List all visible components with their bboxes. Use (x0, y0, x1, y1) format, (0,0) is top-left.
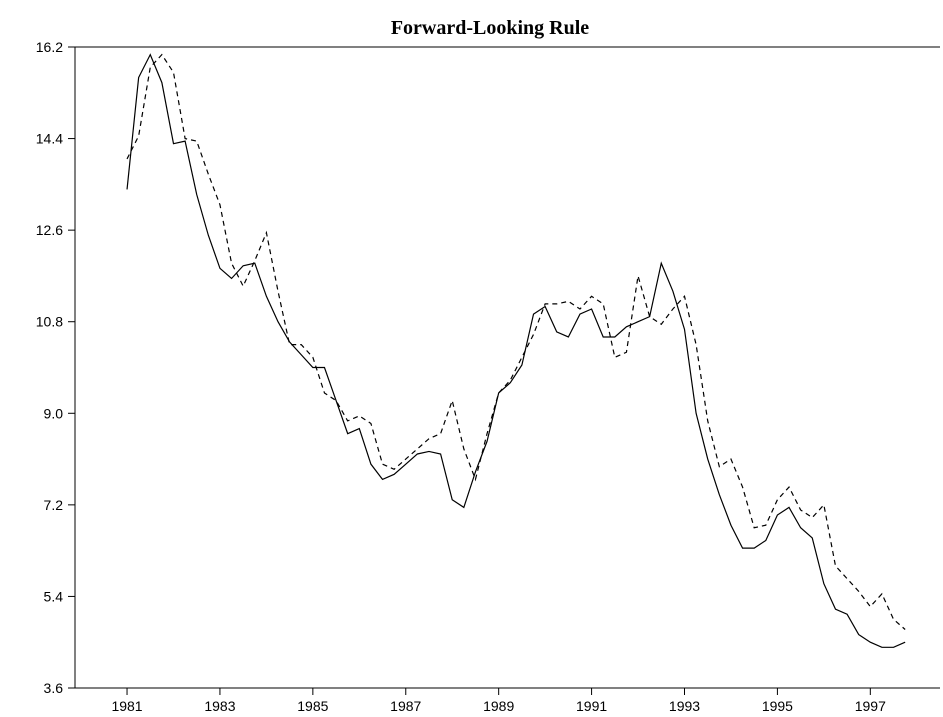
x-tick-label: 1985 (297, 698, 328, 714)
line-series (126, 53, 906, 630)
chart-title: Forward-Looking Rule (391, 17, 589, 39)
y-tick-label: 16.2 (36, 39, 63, 55)
y-tick-label: 7.2 (44, 497, 64, 513)
x-tick-label: 1987 (390, 698, 421, 714)
y-tick-label: 10.8 (36, 314, 63, 330)
x-tick-label: 1991 (576, 698, 607, 714)
y-tick-label: 3.6 (44, 680, 64, 696)
x-tick-label: 1995 (762, 698, 793, 714)
y-tick-label: 9.0 (44, 405, 64, 421)
y-tick-label: 12.6 (36, 222, 63, 238)
x-tick-label: 1997 (855, 698, 886, 714)
x-tick-label: 1981 (111, 698, 142, 714)
y-tick-label: 5.4 (44, 588, 64, 604)
x-tick-label: 1993 (669, 698, 700, 714)
x-tick-label: 1983 (204, 698, 235, 714)
x-tick-label: 1989 (483, 698, 514, 714)
line-series (126, 53, 906, 648)
y-tick-label: 14.4 (36, 131, 63, 147)
